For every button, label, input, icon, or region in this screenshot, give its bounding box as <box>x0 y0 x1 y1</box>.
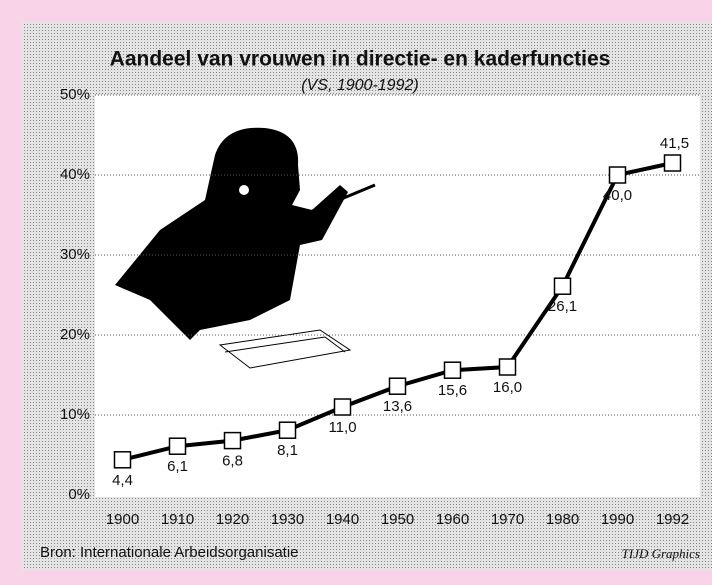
marker <box>608 166 627 184</box>
value-label: 16,0 <box>493 379 522 396</box>
chart-title: Aandeel van vrouwen in directie- en kade… <box>110 48 611 71</box>
marker <box>663 154 682 172</box>
value-label: 6,8 <box>222 453 243 470</box>
illustration <box>115 127 376 369</box>
marker <box>443 361 462 379</box>
y-tick-label: 20% <box>60 326 90 343</box>
marker <box>388 377 407 395</box>
value-label: 6,1 <box>167 458 188 475</box>
value-label: 26,1 <box>548 298 577 315</box>
x-tick-label: 1980 <box>546 511 579 528</box>
x-tick-label: 1920 <box>216 511 249 528</box>
chart-subtitle: (VS, 1900-1992) <box>301 77 418 94</box>
value-label: 8,1 <box>277 442 298 459</box>
x-tick-label: 1960 <box>436 511 469 528</box>
marker <box>553 277 572 295</box>
marker <box>168 437 187 455</box>
x-tick-label: 1930 <box>271 511 304 528</box>
x-tick-label: 1950 <box>381 511 414 528</box>
y-tick-label: 40% <box>60 166 90 183</box>
source: Bron: Internationale Arbeidsorganisatie <box>40 544 299 561</box>
marker <box>223 431 242 450</box>
marker <box>498 358 517 376</box>
value-label: 41,5 <box>660 135 689 152</box>
value-label: 40,0 <box>603 187 632 204</box>
x-tick-label: 1992 <box>656 511 689 528</box>
value-label: 13,6 <box>383 398 412 415</box>
value-label: 4,4 <box>112 472 133 489</box>
y-tick-label: 50% <box>60 86 90 103</box>
x-tick-label: 1900 <box>106 511 139 528</box>
marker <box>113 451 132 469</box>
value-label: 15,6 <box>438 382 467 399</box>
x-tick-label: 1990 <box>601 511 634 528</box>
y-tick-label: 0% <box>68 486 90 503</box>
marker <box>278 421 297 439</box>
x-tick-label: 1940 <box>326 511 359 528</box>
marker <box>333 398 352 416</box>
y-tick-label: 10% <box>60 406 90 423</box>
value-label: 11,0 <box>328 419 356 436</box>
x-tick-label: 1970 <box>491 511 524 528</box>
credit: TIJD Graphics <box>622 546 700 561</box>
y-tick-label: 30% <box>60 246 90 263</box>
x-tick-label: 1910 <box>161 511 194 528</box>
